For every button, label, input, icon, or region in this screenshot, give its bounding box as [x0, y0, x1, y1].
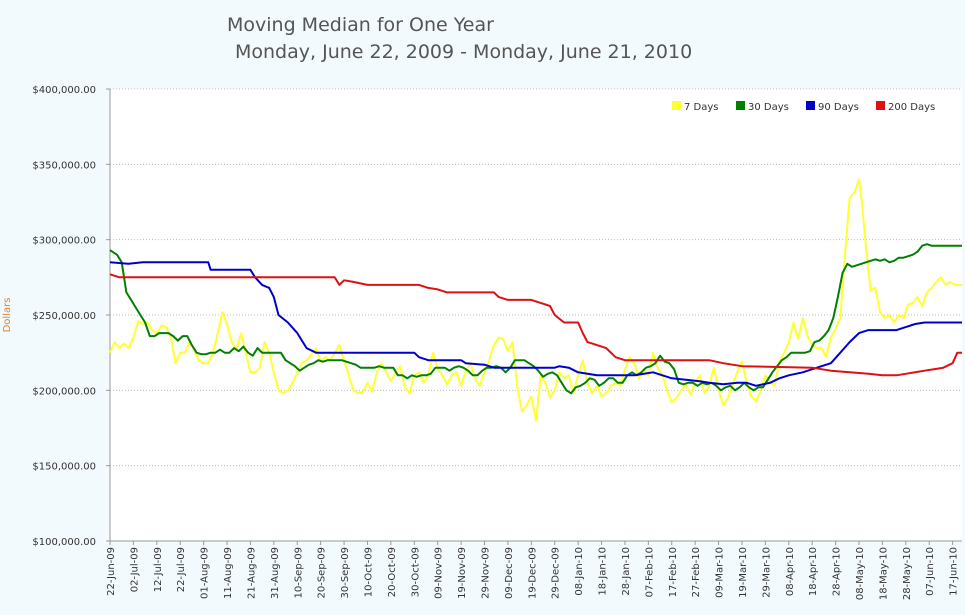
- x-tick-label: 20-Sep-09: [317, 547, 328, 599]
- x-tick-label: 12-Jul-09: [153, 547, 164, 592]
- legend-label: 30 Days: [748, 102, 789, 113]
- x-tick-label: 28-Apr-10: [832, 547, 843, 596]
- y-tick-label: $250,000.00: [32, 311, 96, 322]
- x-tick-label: 19-Mar-10: [738, 547, 749, 598]
- x-tick-label: 08-May-10: [855, 547, 866, 600]
- y-axis-label: Dollars: [2, 298, 13, 333]
- y-tick-label: $100,000.00: [32, 537, 96, 548]
- series-lines: [109, 178, 962, 422]
- x-tick-label: 17-Feb-10: [668, 547, 679, 597]
- x-tick-label: 09-Nov-09: [434, 547, 445, 599]
- x-tick-label: 08-Jan-10: [574, 547, 585, 596]
- x-tick-label: 07-Feb-10: [644, 547, 655, 597]
- x-tick-label: 31-Aug-09: [270, 547, 281, 599]
- x-tick-label: 27-Feb-10: [691, 547, 702, 597]
- axes: $100,000.00 $150,000.00 $200,000.00 $250,00…: [32, 85, 962, 600]
- x-tick-label: 18-May-10: [878, 547, 889, 600]
- x-tick-label: 01-Aug-09: [200, 547, 211, 599]
- x-tick-label: 09-Mar-10: [715, 547, 726, 598]
- x-tick-label: 22-Jul-09: [176, 547, 187, 592]
- x-tick-label: 30-Oct-09: [410, 547, 421, 597]
- legend-swatch: [806, 101, 815, 110]
- series-line-7-days: [109, 178, 962, 422]
- y-tick-label: $200,000.00: [32, 386, 96, 397]
- legend: 7 Days 30 Days 90 Days 200 Days: [672, 101, 935, 113]
- legend-swatch: [672, 101, 681, 110]
- x-tick-label: 29-Nov-09: [481, 547, 492, 599]
- x-tick-label: 19-Nov-09: [457, 547, 468, 599]
- grid-lines: [110, 88, 962, 467]
- legend-label: 90 Days: [818, 102, 859, 113]
- chart-subtitle: Monday, June 22, 2009 - Monday, June 21,…: [235, 41, 692, 63]
- x-tick-label: 07-Jun-10: [925, 547, 936, 596]
- x-tick-label: 29-Mar-10: [761, 547, 772, 598]
- legend-swatch: [876, 101, 885, 110]
- x-tick-label: 17-Jun-10: [949, 547, 960, 596]
- x-tick-label: 30-Sep-09: [340, 547, 351, 599]
- x-tick-label: 19-Dec-09: [527, 547, 538, 599]
- x-tick-label: 18-Jan-10: [598, 547, 609, 596]
- y-tick-label: $300,000.00: [32, 236, 96, 247]
- legend-swatch: [736, 101, 745, 110]
- y-tick-label: $400,000.00: [32, 85, 96, 96]
- x-tick-label: 10-Sep-09: [293, 547, 304, 599]
- series-line-90-days: [109, 261, 962, 387]
- y-tick-label: $150,000.00: [32, 462, 96, 473]
- legend-label: 7 Days: [684, 102, 719, 113]
- x-tick-label: 11-Aug-09: [223, 547, 234, 599]
- x-tick-label: 20-Oct-09: [387, 547, 398, 597]
- x-tick-label: 10-Oct-09: [363, 547, 374, 597]
- x-tick-label: 08-Apr-10: [785, 547, 796, 596]
- x-tick-label: 09-Dec-09: [504, 547, 515, 599]
- x-tick-label: 29-Dec-09: [551, 547, 562, 599]
- x-tick-label: 21-Aug-09: [246, 547, 257, 599]
- x-tick-label: 02-Jul-09: [129, 547, 140, 592]
- y-tick-label: $350,000.00: [32, 160, 96, 171]
- x-tick-label: 28-May-10: [902, 547, 913, 600]
- chart-title: Moving Median for One Year: [227, 14, 494, 36]
- legend-label: 200 Days: [888, 102, 935, 113]
- series-line-200-days: [109, 273, 962, 377]
- x-tick-label: 18-Apr-10: [808, 547, 819, 596]
- x-tick-label: 22-Jun-09: [106, 547, 117, 596]
- x-tick-label: 28-Jan-10: [621, 547, 632, 596]
